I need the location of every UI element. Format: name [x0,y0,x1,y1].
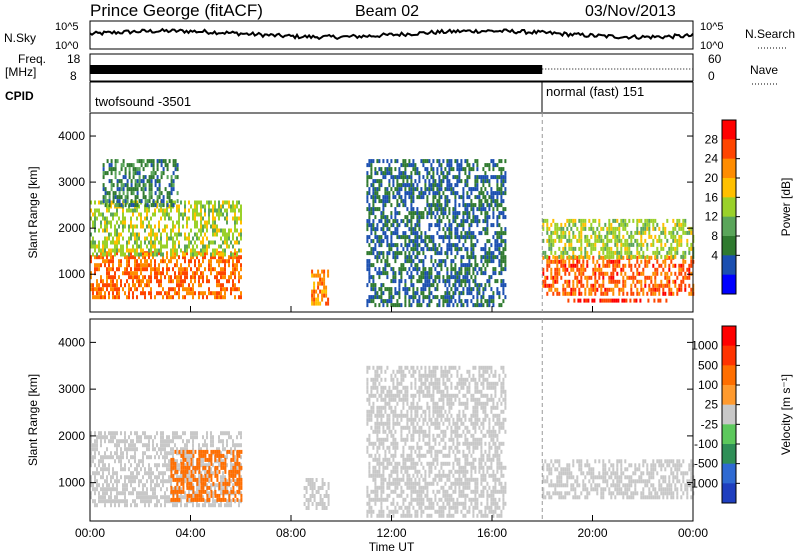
power-colorbar-swatch [722,255,736,275]
power-region-0 [90,251,242,299]
cpid-segment-2-label: normal (fast) 151 [546,84,644,99]
velocity-colorbar-swatch [722,326,736,346]
velocity-colorbar-swatch [722,424,736,444]
date-title: 03/Nov/2013 [585,3,676,20]
power-region-4 [366,159,506,307]
power-colorbar-tick-label: 8 [711,229,718,243]
power-colorbar-tick-label: 12 [705,210,719,224]
power-ylabel: Slant Range [km] [26,166,40,258]
power-colorbar: 28 24 20 16 12 8 4 Power [dB] [705,120,793,295]
power-region-7 [567,299,667,303]
power-colorbar-tick-label: 4 [711,248,718,262]
velocity-region-2 [304,478,330,510]
velocity-colorbar: 1000 500 100 25 -25 -100 -500 -1000 Velocity [m … [687,326,793,504]
velocity-colorbar-swatch [722,365,736,385]
power-region-5 [542,256,694,296]
nsky-label: N.Sky [4,31,36,45]
power-ytick-label: 3000 [58,175,85,189]
velocity-region-3 [366,366,506,518]
beam-title: Beam 02 [355,3,419,20]
velocity-ytick-label: 3000 [58,382,85,396]
cpid-segment-1-label: twofsound -3501 [95,94,191,109]
power-ytick-label: 1000 [58,267,85,281]
freq-label: Freq. [18,52,46,66]
station-title: Prince George (fitACF) [90,1,263,20]
nave-bottom-tick: 0 [708,69,715,83]
freq-bottom-tick: 8 [70,69,77,83]
velocity-ytick-label: 4000 [58,335,85,349]
velocity-ytick-label: 1000 [58,476,85,490]
power-colorbar-swatch [722,217,736,237]
power-panel: 1000 2000 3000 4000 Slant Range [km] [26,113,694,312]
time-axis-tick-label: 04:00 [175,526,205,540]
velocity-colorbar-swatch [722,464,736,484]
power-colorbar-swatch [722,197,736,217]
nave-label: Nave [750,63,778,77]
power-colorbar-swatch [722,159,736,179]
velocity-colorbar-tick-label: -1000 [687,476,718,490]
power-ytick-label: 2000 [58,221,85,235]
power-colorbar-label: Power [dB] [779,178,793,237]
nsearch-label: N.Search [745,27,795,41]
power-region-2 [103,159,179,207]
velocity-colorbar-tick-label: -25 [701,417,719,431]
power-colorbar-tick-label: 28 [705,132,719,146]
power-region-6 [542,219,694,259]
power-colorbar-tick-label: 24 [705,152,719,166]
power-colorbar-swatch [722,120,736,140]
power-region-3 [311,270,329,306]
power-region-1 [90,201,242,257]
velocity-colorbar-swatch [722,483,736,503]
power-colorbar-swatch [722,178,736,198]
velocity-panel: 1000 2000 3000 4000 Slant Range [km] [26,319,694,521]
freq-unit-label: [MHz] [5,65,36,79]
velocity-colorbar-tick-label: 25 [705,398,719,412]
power-colorbar-swatch [722,139,736,159]
nsearch-right-bottom-tick: 10^0 [700,40,724,52]
time-axis-tick-label: 12:00 [376,526,406,540]
velocity-colorbar-tick-label: -500 [694,457,718,471]
power-colorbar-swatch [722,275,736,295]
time-axis: 00:00 04:00 08:00 12:00 16:00 20:00 00:00 Time … [75,526,708,554]
nsearch-right-top-tick: 10^5 [700,21,724,33]
velocity-ylabel: Slant Range [km] [26,374,40,466]
velocity-region-4 [542,459,694,499]
nsky-left-top-tick: 10^5 [55,21,79,33]
nsky-left-bottom-tick: 10^0 [55,40,79,52]
power-colorbar-swatch [722,236,736,256]
power-colorbar-tick-label: 20 [705,171,719,185]
time-axis-tick-label: 16:00 [477,526,507,540]
time-axis-tick-label: 08:00 [276,526,306,540]
velocity-colorbar-tick-label: 1000 [691,339,718,353]
velocity-colorbar-tick-label: -100 [694,437,718,451]
freq-top-tick: 18 [67,52,81,66]
velocity-ytick-label: 2000 [58,429,85,443]
freq-bar [90,65,542,74]
nsky-noise-line [90,29,693,39]
time-axis-tick-label: 20:00 [577,526,607,540]
time-axis-tick-label: 00:00 [75,526,105,540]
nave-top-tick: 60 [708,52,722,66]
power-ytick-label: 4000 [58,129,85,143]
velocity-colorbar-tick-label: 500 [698,358,718,372]
power-colorbar-tick-label: 16 [705,190,719,204]
velocity-colorbar-swatch [722,444,736,464]
cpid-label: CPID [5,89,34,103]
velocity-colorbar-swatch [722,385,736,405]
time-axis-label: Time UT [369,540,415,554]
velocity-colorbar-label: Velocity [m s⁻¹] [779,374,793,455]
velocity-colorbar-swatch [722,346,736,366]
velocity-colorbar-swatch [722,405,736,425]
time-axis-tick-label: 00:00 [678,526,708,540]
velocity-colorbar-tick-label: 100 [698,378,718,392]
